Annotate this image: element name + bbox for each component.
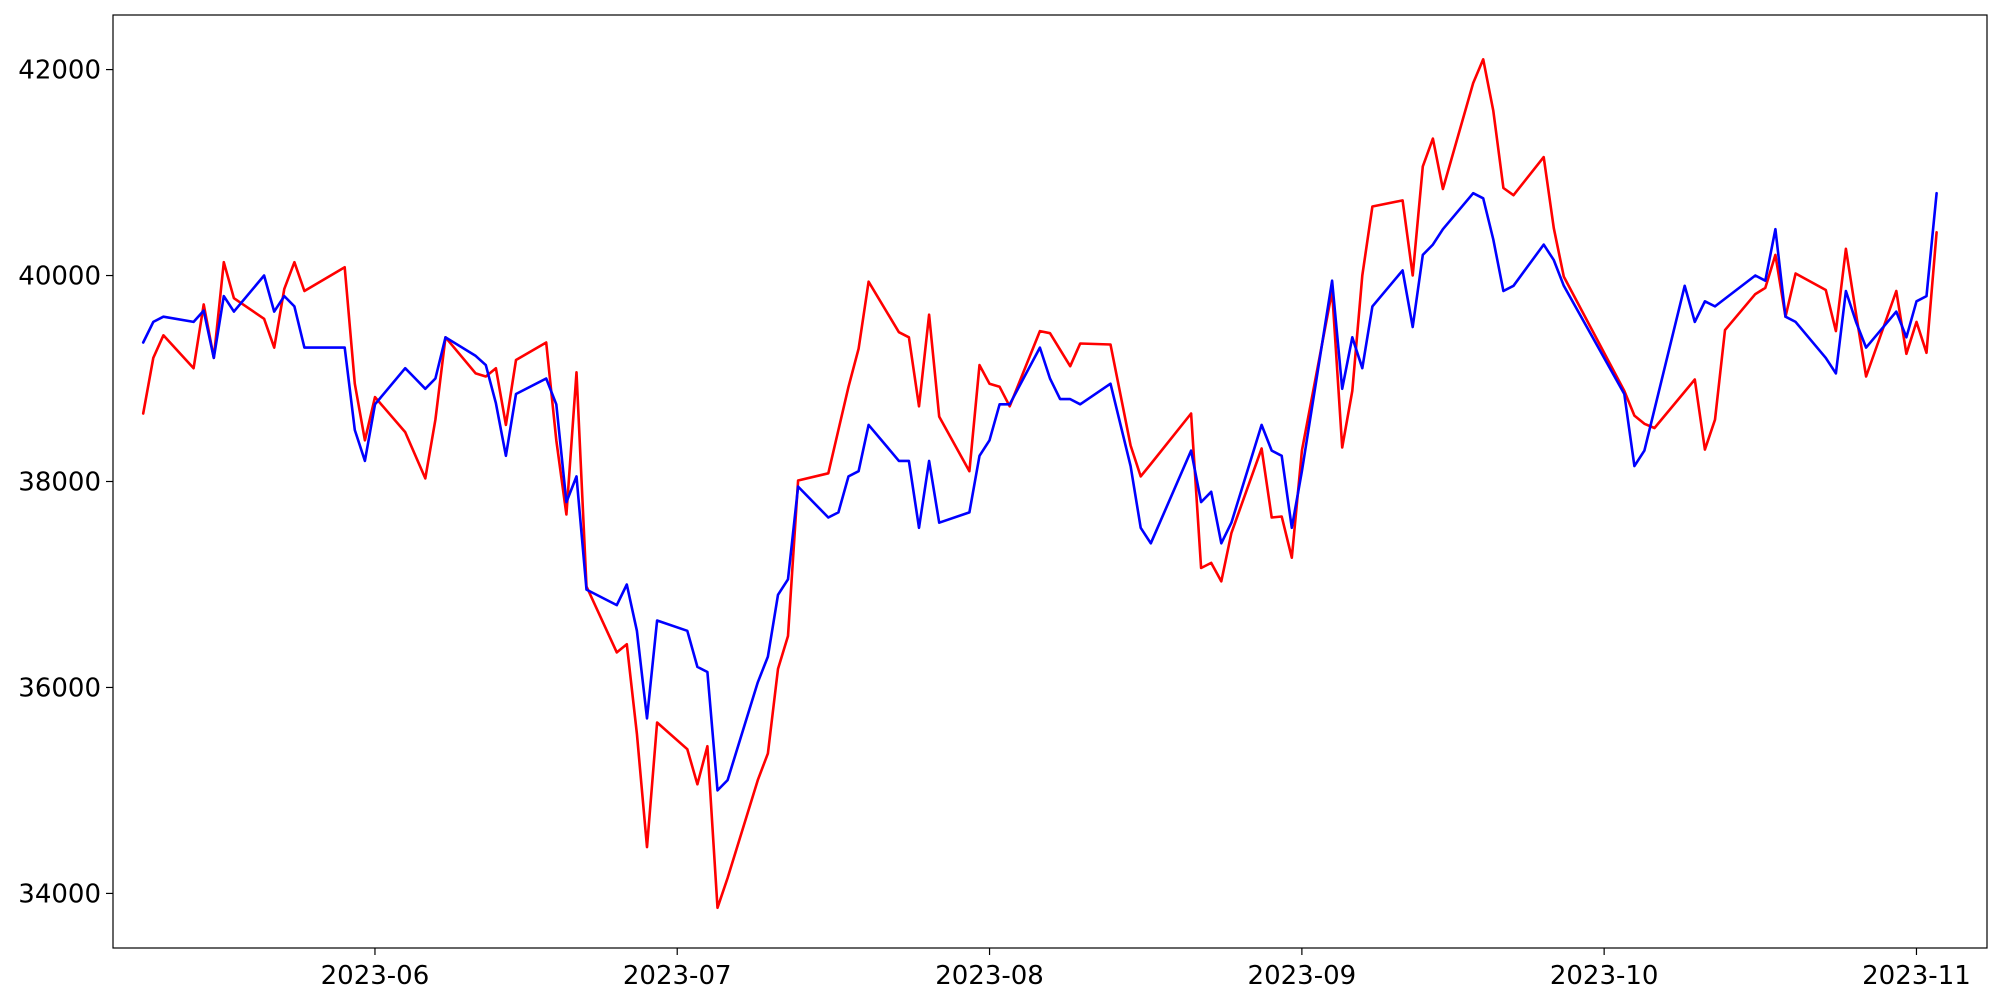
- series-line-2: [141, 191, 1938, 792]
- x-tick-label: 2023-09: [1248, 961, 1357, 991]
- x-tick-label: 2023-08: [935, 961, 1044, 991]
- x-tick-label: 2023-06: [321, 961, 430, 991]
- y-tick-label: 40000: [18, 262, 101, 292]
- y-tick-label: 38000: [18, 468, 101, 498]
- x-tick-label: 2023-11: [1862, 961, 1971, 991]
- y-axis: 34000 36000 38000 40000 42000: [18, 56, 113, 909]
- y-tick-label: 42000: [18, 56, 101, 86]
- x-tick-label: 2023-10: [1550, 961, 1659, 991]
- plot-frame: [112, 14, 1988, 949]
- y-tick-label: 34000: [18, 879, 101, 909]
- series-layer: [141, 57, 1938, 910]
- series-line-1: [141, 57, 1938, 910]
- x-axis: 2023-06 2023-07 2023-08 2023-09 2023-10 2023-…: [321, 948, 1971, 991]
- plot-background: [113, 15, 1987, 948]
- x-tick-label: 2023-07: [623, 961, 732, 991]
- y-tick-label: 36000: [18, 673, 101, 703]
